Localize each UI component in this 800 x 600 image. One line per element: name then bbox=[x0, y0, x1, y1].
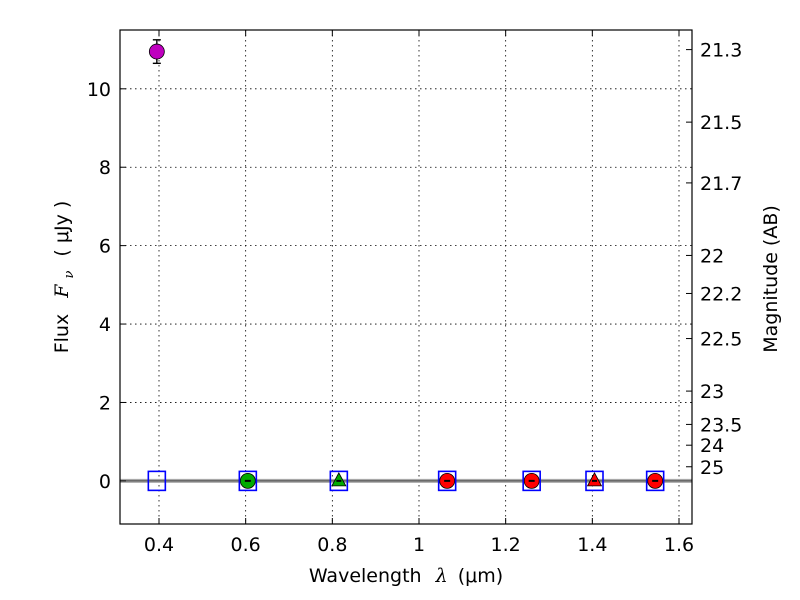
triangle-marker bbox=[331, 472, 347, 487]
y-tick-label: 8 bbox=[99, 157, 111, 179]
y-tick-label: 0 bbox=[99, 471, 111, 493]
triangle-marker bbox=[586, 472, 603, 487]
y2-tick-label: 22.5 bbox=[700, 329, 742, 351]
y-tick-label: 10 bbox=[87, 79, 111, 101]
y2-tick-label: 21.5 bbox=[700, 112, 742, 134]
x-axis-label-main: Wavelength bbox=[309, 565, 422, 587]
marker-layer bbox=[147, 39, 665, 492]
y2-tick-label: 24 bbox=[700, 435, 724, 457]
y2-tick-label: 22.2 bbox=[700, 283, 742, 305]
y2-tick-label: 25 bbox=[700, 457, 724, 479]
open-square-marker bbox=[437, 470, 457, 492]
y-axis-label-main: Flux bbox=[51, 314, 73, 354]
x-tick-label: 0.4 bbox=[144, 534, 174, 556]
y-axis-label-unit: ( μJy ) bbox=[51, 201, 73, 257]
y-tick-label: 2 bbox=[99, 392, 111, 414]
x-axis-label: Wavelength λ (μm) bbox=[309, 565, 503, 587]
y2-tick-label: 21.7 bbox=[700, 173, 742, 195]
x-tick-label: 0.8 bbox=[317, 534, 347, 556]
y2-tick-label: 23 bbox=[700, 381, 724, 403]
open-square-marker bbox=[329, 470, 349, 492]
open-square-marker bbox=[147, 470, 167, 492]
y2-axis-label: Magnitude (AB) bbox=[760, 205, 782, 353]
open-square-marker bbox=[645, 470, 665, 492]
y-axis-label-symbol: F bbox=[51, 284, 73, 299]
x-tick-label: 1 bbox=[413, 534, 425, 556]
x-tick-label: 0.6 bbox=[231, 534, 261, 556]
open-square-marker bbox=[585, 470, 604, 492]
tick-layer: 0.4 0.6 0.8 1 1.2 1.4 1.6024681021.321.521.722… bbox=[87, 30, 742, 556]
y-tick-label: 4 bbox=[99, 314, 111, 336]
x-tick-label: 1.4 bbox=[577, 534, 607, 556]
x-axis-label-unit: (μm) bbox=[458, 565, 503, 587]
x-tick-label: 1.2 bbox=[491, 534, 521, 556]
y-axis-label-subscript: ν bbox=[62, 271, 77, 279]
y2-tick-label: 21.3 bbox=[700, 40, 742, 62]
y2-tick-label: 22 bbox=[700, 245, 724, 267]
x-tick-label: 1.6 bbox=[664, 534, 694, 556]
y-axis-label: Flux F ν ( μJy ) bbox=[51, 201, 78, 354]
x-axis-label-symbol: λ bbox=[435, 565, 448, 587]
y2-tick-label: 23.5 bbox=[700, 414, 742, 436]
plot-frame bbox=[119, 29, 693, 525]
circle-marker bbox=[148, 43, 165, 60]
open-square-marker bbox=[238, 470, 258, 492]
y-tick-label: 6 bbox=[99, 236, 111, 258]
open-square-marker bbox=[522, 470, 541, 492]
grid-layer bbox=[120, 30, 692, 524]
